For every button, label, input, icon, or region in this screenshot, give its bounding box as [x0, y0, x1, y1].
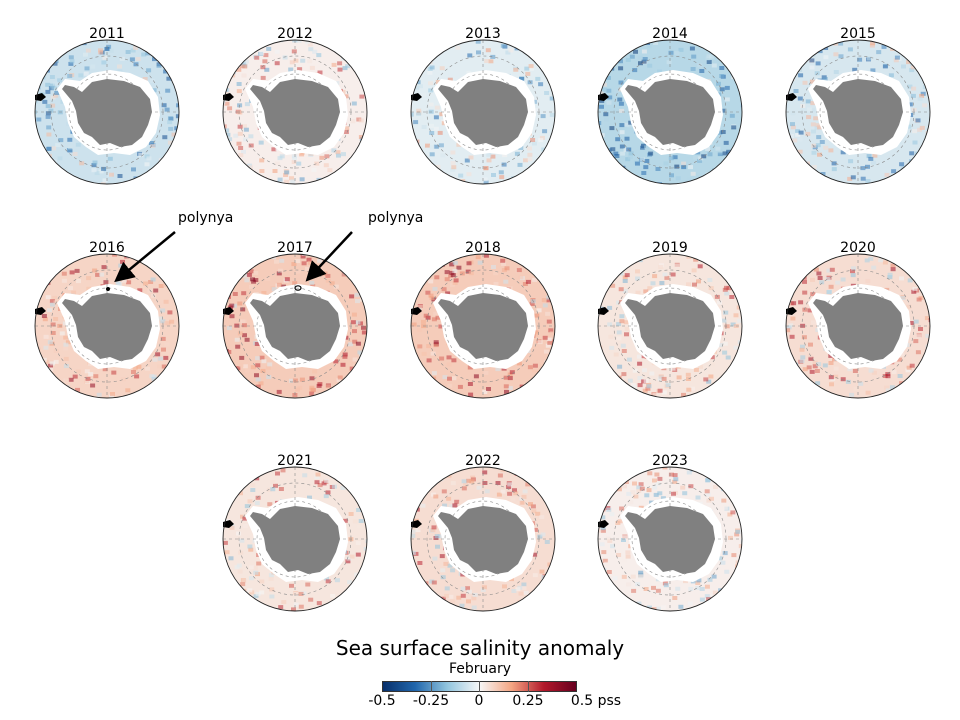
- south-america-tip: [411, 93, 422, 101]
- salinity-map-2022: [410, 466, 556, 612]
- salinity-map-2017: [222, 253, 368, 399]
- antarctica-landmass: [250, 506, 340, 574]
- panel-year-title: 2011: [89, 26, 125, 42]
- salinity-map-2013: [410, 39, 556, 185]
- colorbar-subtitle: February: [448, 661, 512, 677]
- salinity-map-2012: [222, 39, 368, 185]
- panel-year-title: 2017: [277, 240, 313, 256]
- south-america-tip: [786, 307, 797, 315]
- salinity-map-2015: [785, 39, 931, 185]
- salinity-map-2021: [222, 466, 368, 612]
- salinity-map-2016: [34, 253, 180, 399]
- antarctica-landmass: [438, 79, 528, 147]
- antarctica-landmass: [438, 506, 528, 574]
- south-america-tip: [223, 93, 234, 101]
- antarctica-landmass: [62, 79, 152, 147]
- colorbar-title: Sea surface salinity anomaly: [335, 636, 625, 660]
- salinity-map-2023: [597, 466, 743, 612]
- colorbar-tick: 0.5 pss: [570, 693, 622, 709]
- south-america-tip: [786, 93, 797, 101]
- colorbar-tick: -0.5: [368, 693, 396, 709]
- panel-year-title: 2014: [652, 26, 688, 42]
- salinity-map-2011: [34, 39, 180, 185]
- south-america-tip: [35, 93, 46, 101]
- salinity-map-2018: [410, 253, 556, 399]
- panel-year-title: 2023: [652, 453, 688, 469]
- polynya-marker: [294, 285, 302, 291]
- panel-year-title: 2021: [277, 453, 313, 469]
- south-america-tip: [598, 93, 609, 101]
- south-america-tip: [223, 520, 234, 528]
- salinity-map-2019: [597, 253, 743, 399]
- polynya-marker: [106, 287, 110, 291]
- antarctica-landmass: [62, 293, 152, 361]
- antarctica-landmass: [813, 293, 903, 361]
- panel-year-title: 2012: [277, 26, 313, 42]
- south-america-tip: [223, 307, 234, 315]
- panel-year-title: 2015: [840, 26, 876, 42]
- panel-year-title: 2013: [465, 26, 501, 42]
- south-america-tip: [411, 307, 422, 315]
- panel-year-title: 2020: [840, 240, 876, 256]
- colorbar-tick: 0.25: [512, 693, 544, 709]
- antarctica-landmass: [250, 79, 340, 147]
- panel-year-title: 2018: [465, 240, 501, 256]
- polynya-label-2017: polynya: [368, 210, 424, 226]
- salinity-map-2014: [597, 39, 743, 185]
- south-america-tip: [411, 520, 422, 528]
- panel-year-title: 2016: [89, 240, 125, 256]
- panel-year-title: 2019: [652, 240, 688, 256]
- polynya-label-2016: polynya: [178, 210, 234, 226]
- salinity-map-2020: [785, 253, 931, 399]
- colorbar-tick: -0.25: [412, 693, 450, 709]
- south-america-tip: [35, 307, 46, 315]
- south-america-tip: [598, 307, 609, 315]
- colorbar-tick: 0: [474, 693, 484, 709]
- south-america-tip: [598, 520, 609, 528]
- antarctica-landmass: [625, 79, 715, 147]
- antarctica-landmass: [625, 293, 715, 361]
- antarctica-landmass: [250, 293, 340, 361]
- panel-year-title: 2022: [465, 453, 501, 469]
- antarctica-landmass: [625, 506, 715, 574]
- antarctica-landmass: [438, 293, 528, 361]
- antarctica-landmass: [813, 79, 903, 147]
